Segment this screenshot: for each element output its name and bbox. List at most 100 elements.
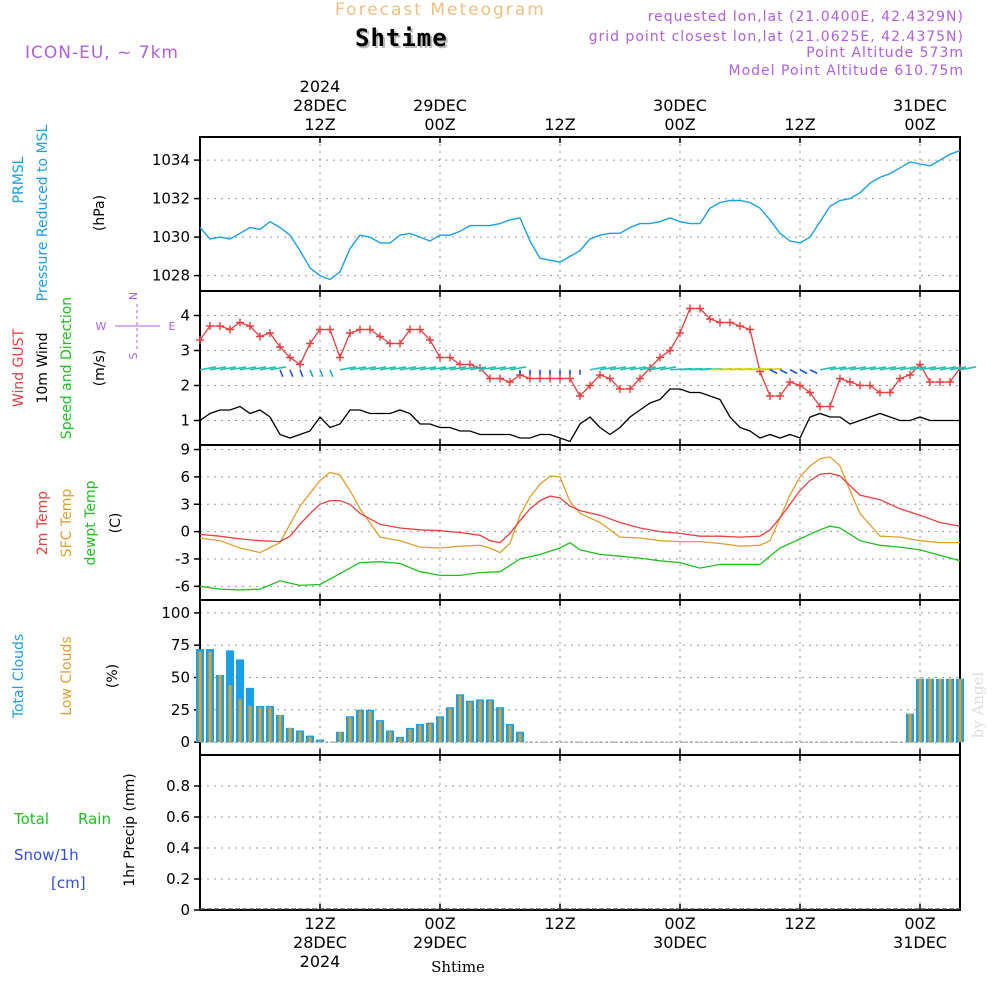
wind-arrow bbox=[239, 366, 257, 371]
label-prmsl: PRMSL bbox=[11, 156, 27, 203]
wind-arrow bbox=[399, 366, 417, 371]
time-label-top: 00Z bbox=[424, 115, 455, 134]
wind-arrow bbox=[619, 366, 637, 371]
gust-marker bbox=[566, 374, 574, 383]
gust-marker bbox=[776, 392, 784, 400]
gust-marker bbox=[306, 339, 314, 348]
unit-precip: 1hr Precip (mm) bbox=[122, 773, 138, 886]
gust-marker bbox=[796, 381, 804, 390]
wind-arrow bbox=[829, 366, 847, 371]
gust-marker bbox=[806, 388, 814, 397]
low-cloud-bar bbox=[948, 678, 952, 743]
time-label-top: 12Z bbox=[304, 115, 335, 134]
gust-marker bbox=[466, 360, 474, 369]
wind-arrow bbox=[779, 369, 788, 375]
time-label-top: 00Z bbox=[664, 115, 695, 134]
low-cloud-bar bbox=[308, 736, 312, 743]
wind-arrow bbox=[659, 366, 677, 371]
compass-n: N bbox=[127, 292, 140, 300]
wind-arrow bbox=[939, 366, 957, 371]
time-label-bottom: 28DEC bbox=[293, 933, 347, 952]
wind-arrow bbox=[599, 366, 617, 371]
gust-marker bbox=[706, 315, 714, 323]
label-sfc-temp: SFC Temp bbox=[59, 489, 75, 558]
compass-s: S bbox=[127, 352, 140, 359]
time-label-bottom: 00Z bbox=[424, 914, 455, 933]
y-tick-label: -3 bbox=[175, 550, 190, 568]
gust-marker bbox=[386, 339, 394, 348]
y-tick-label: 100 bbox=[161, 604, 190, 622]
low-cloud-bar bbox=[918, 678, 922, 743]
wind-arrow bbox=[639, 366, 657, 371]
low-cloud-bar bbox=[208, 651, 212, 743]
compass-e: E bbox=[169, 320, 176, 333]
gust-marker bbox=[916, 360, 924, 369]
wind-arrow bbox=[819, 366, 837, 371]
wind-arrow bbox=[849, 366, 867, 371]
y-tick-label: 6 bbox=[180, 468, 190, 486]
time-label-bottom: 30DEC bbox=[653, 933, 707, 952]
gust-marker bbox=[696, 304, 704, 313]
y-tick-label: 1 bbox=[180, 412, 190, 430]
low-cloud-bar bbox=[408, 729, 412, 743]
gust-marker bbox=[686, 304, 694, 313]
gust-marker bbox=[506, 378, 514, 386]
y-tick-label: 1034 bbox=[152, 151, 190, 169]
label-2m-temp: 2m Temp bbox=[35, 491, 51, 555]
panel-frame-precip bbox=[199, 754, 961, 911]
gust-marker bbox=[816, 402, 824, 411]
wind-arrow bbox=[509, 366, 527, 371]
low-cloud-bar bbox=[908, 713, 912, 743]
gust-marker bbox=[236, 318, 244, 327]
low-cloud-bar bbox=[288, 727, 292, 743]
y-tick-label: 50 bbox=[171, 669, 190, 687]
y-tick-label: 25 bbox=[171, 701, 190, 719]
wind-arrow bbox=[409, 366, 427, 371]
wind10m-line bbox=[199, 388, 960, 443]
low-cloud-bar bbox=[958, 678, 962, 743]
gust-marker bbox=[196, 336, 204, 344]
time-label-top: 28DEC bbox=[293, 96, 347, 115]
low-cloud-bar bbox=[438, 717, 442, 743]
gust-marker bbox=[846, 378, 854, 386]
gust-marker bbox=[526, 374, 534, 383]
gust-marker bbox=[786, 378, 794, 386]
wind-arrow bbox=[759, 367, 783, 371]
time-label-top: 30DEC bbox=[653, 96, 707, 115]
wind-arrow bbox=[839, 366, 857, 371]
gust-marker bbox=[636, 374, 644, 383]
low-cloud-bar bbox=[448, 708, 452, 743]
gust-marker bbox=[396, 339, 404, 348]
gust-marker bbox=[316, 325, 324, 334]
label-10m-wind: 10m Wind bbox=[35, 332, 51, 403]
y-tick-label: 0.4 bbox=[166, 839, 190, 857]
time-label-top: 29DEC bbox=[413, 96, 467, 115]
gust-marker bbox=[536, 374, 544, 383]
wind-arrow bbox=[859, 366, 877, 371]
wind-arrow bbox=[219, 366, 237, 371]
low-cloud-bar bbox=[478, 700, 482, 743]
gust-marker bbox=[216, 322, 224, 330]
label-total: Total bbox=[13, 810, 49, 828]
dewpt-line bbox=[199, 525, 961, 591]
total-cloud-bar bbox=[316, 739, 324, 743]
wind-arrow bbox=[899, 366, 917, 371]
wind-arrow bbox=[889, 366, 907, 371]
gust-marker bbox=[416, 325, 424, 334]
gust-marker bbox=[436, 353, 444, 362]
low-cloud-bar bbox=[278, 714, 282, 743]
gust-marker bbox=[496, 374, 504, 383]
gust-marker bbox=[586, 381, 594, 390]
gust-marker bbox=[486, 374, 494, 383]
gust-marker bbox=[576, 392, 584, 400]
time-label-bottom: 12Z bbox=[784, 914, 815, 933]
low-cloud-bar bbox=[418, 725, 422, 743]
gust-marker bbox=[406, 325, 414, 334]
y-tick-label: 0 bbox=[180, 523, 190, 541]
gust-marker bbox=[616, 385, 624, 393]
wind-arrow bbox=[469, 366, 487, 371]
wind-arrow bbox=[349, 366, 367, 371]
wind-arrow bbox=[799, 369, 808, 375]
low-cloud-bar bbox=[198, 651, 202, 743]
